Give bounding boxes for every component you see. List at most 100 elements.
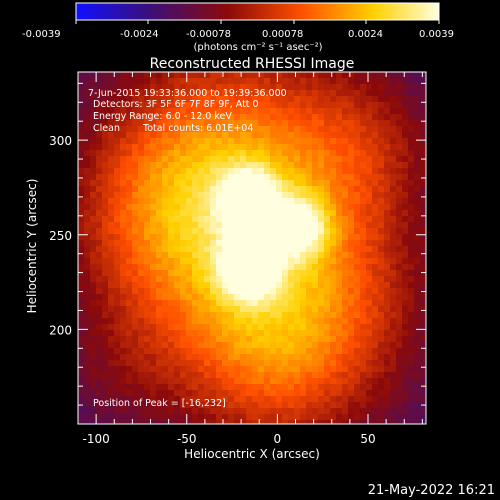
heatmap-cell — [282, 396, 289, 403]
heatmap-cell — [276, 348, 283, 355]
heatmap-cell — [132, 234, 139, 241]
heatmap-cell — [192, 270, 199, 277]
chart-title: Reconstructed RHESSI Image — [150, 56, 355, 72]
heatmap-cell — [144, 390, 151, 397]
heatmap-cell — [210, 300, 217, 307]
heatmap-cell — [384, 342, 391, 349]
heatmap-cell — [282, 84, 289, 91]
heatmap-cell — [222, 342, 229, 349]
heatmap-cell — [114, 414, 121, 421]
heatmap-cell — [228, 396, 235, 403]
heatmap-cell — [318, 276, 325, 283]
heatmap-cell — [264, 324, 271, 331]
heatmap-cell — [222, 198, 229, 205]
heatmap-cell — [132, 108, 139, 115]
heatmap-cell — [366, 126, 373, 133]
heatmap-cell — [156, 282, 163, 289]
heatmap-cell — [414, 168, 421, 175]
heatmap-cell — [300, 72, 307, 79]
heatmap-cell — [408, 228, 415, 235]
heatmap-cell — [168, 336, 175, 343]
heatmap-cell — [174, 342, 181, 349]
heatmap-cell — [174, 156, 181, 163]
heatmap-cell — [276, 252, 283, 259]
heatmap-cell — [396, 132, 403, 139]
heatmap-cell — [282, 270, 289, 277]
heatmap-cell — [312, 270, 319, 277]
heatmap-cell — [288, 144, 295, 151]
heatmap-cell — [324, 72, 331, 79]
heatmap-cell — [216, 114, 223, 121]
heatmap-cell — [420, 276, 426, 283]
heatmap-cell — [282, 192, 289, 199]
heatmap-cell — [174, 180, 181, 187]
heatmap-cell — [102, 216, 109, 223]
heatmap-cell — [192, 288, 199, 295]
heatmap-cell — [342, 336, 349, 343]
heatmap-cell — [126, 270, 133, 277]
heatmap-cell — [288, 72, 295, 79]
heatmap-cell — [84, 210, 91, 217]
heatmap-cell — [342, 240, 349, 247]
heatmap-cell — [204, 258, 211, 265]
heatmap-cell — [150, 84, 157, 91]
heatmap-cell — [258, 240, 265, 247]
heatmap-cell — [186, 102, 193, 109]
heatmap-cell — [270, 372, 277, 379]
heatmap-cell — [300, 156, 307, 163]
heatmap-cell — [174, 204, 181, 211]
heatmap-cell — [162, 126, 169, 133]
heatmap-cell — [204, 84, 211, 91]
heatmap-cell — [336, 354, 343, 361]
heatmap-cell — [354, 324, 361, 331]
heatmap-cell — [126, 126, 133, 133]
heatmap-cell — [252, 300, 259, 307]
heatmap-cell — [234, 354, 241, 361]
heatmap-cell — [174, 228, 181, 235]
heatmap-cell — [360, 216, 367, 223]
heatmap-cell — [150, 228, 157, 235]
heatmap-cell — [342, 312, 349, 319]
heatmap-cell — [210, 138, 217, 145]
heatmap-cell — [396, 186, 403, 193]
heatmap-cell — [330, 120, 337, 127]
heatmap-cell — [378, 216, 385, 223]
heatmap-cell — [342, 288, 349, 295]
heatmap-cell — [162, 96, 169, 103]
heatmap-cell — [360, 330, 367, 337]
heatmap-cell — [90, 156, 97, 163]
heatmap-cell — [378, 324, 385, 331]
heatmap-cell — [186, 168, 193, 175]
heatmap-cell — [348, 180, 355, 187]
heatmap-cell — [204, 132, 211, 139]
heatmap-cell — [366, 246, 373, 253]
heatmap-cell — [204, 186, 211, 193]
heatmap-cell — [102, 348, 109, 355]
heatmap-cell — [420, 384, 426, 391]
heatmap-cell — [420, 294, 426, 301]
heatmap-cell — [132, 156, 139, 163]
heatmap-cell — [300, 108, 307, 115]
heatmap-cell — [96, 408, 103, 415]
heatmap-cell — [306, 210, 313, 217]
heatmap-cell — [336, 282, 343, 289]
heatmap-cell — [156, 198, 163, 205]
heatmap-cell — [174, 324, 181, 331]
heatmap-cell — [192, 174, 199, 181]
heatmap-cell — [372, 216, 379, 223]
heatmap-cell — [414, 300, 421, 307]
heatmap-cell — [354, 414, 361, 421]
heatmap-cell — [204, 306, 211, 313]
heatmap-cell — [294, 336, 301, 343]
heatmap-cell — [222, 156, 229, 163]
heatmap-cell — [372, 78, 379, 85]
heatmap-cell — [288, 228, 295, 235]
heatmap-cell — [396, 108, 403, 115]
heatmap-cell — [108, 84, 115, 91]
heatmap-cell — [264, 354, 271, 361]
heatmap-cell — [240, 186, 247, 193]
heatmap-cell — [108, 72, 115, 79]
x-axis-label: Heliocentric X (arcsec) — [184, 447, 320, 461]
heatmap-cell — [282, 186, 289, 193]
heatmap-cell — [126, 162, 133, 169]
